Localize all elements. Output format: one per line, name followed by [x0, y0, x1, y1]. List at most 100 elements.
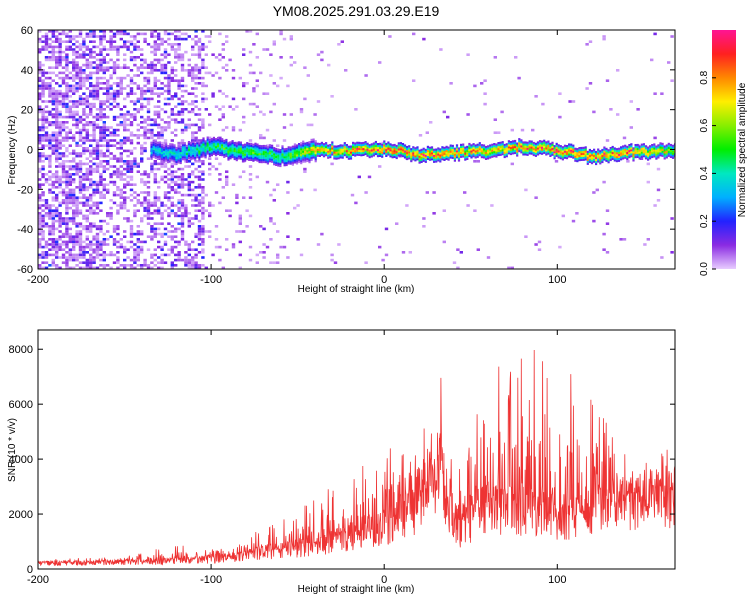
spectrogram-cell: [129, 89, 134, 93]
spectrogram-cell: [55, 147, 59, 150]
spectrogram-ridge-cell: [204, 148, 207, 151]
spectrogram-ridge-cell: [190, 152, 193, 155]
spectrogram-ridge-cell: [503, 147, 506, 151]
spectrogram-ridge-cell: [289, 162, 292, 165]
spectrogram-cell: [102, 139, 106, 142]
spectrogram-cell: [55, 123, 59, 127]
spectrogram-ridge-cell: [252, 147, 255, 150]
spectrogram-cell: [61, 253, 66, 257]
spectrogram-ridge-cell: [435, 150, 438, 153]
spectrogram-cell: [116, 212, 120, 215]
spectrogram-cell: [65, 102, 69, 106]
spectrogram-cell: [85, 199, 89, 202]
spectrogram-ridge-cell: [279, 158, 282, 162]
spectrogram-cell: [55, 266, 59, 269]
spectrogram-cell: [218, 32, 222, 36]
spectrogram-cell: [44, 157, 49, 160]
spectrogram-ridge-cell: [603, 154, 606, 157]
spectrogram-cell: [245, 225, 249, 228]
spectrogram-ridge-cell: [638, 153, 641, 156]
spectrogram-cell: [163, 227, 168, 231]
spectrogram-ridge-cell: [547, 144, 550, 147]
spectrogram-cell: [68, 76, 72, 80]
spectrogram-cell: [89, 178, 93, 181]
spectrogram-cell: [177, 82, 181, 85]
spectrogram-cell: [129, 165, 134, 168]
spectrogram-ridge-cell: [563, 152, 567, 155]
spectrogram-ridge-cell: [295, 154, 299, 157]
spectrogram-ridge-cell: [410, 150, 413, 153]
spectrogram-ridge-cell: [578, 157, 581, 160]
spectrogram-ridge-cell: [320, 147, 323, 150]
spectrogram-ridge-cell: [617, 151, 621, 154]
spectrogram-y-label: Frequency (Hz): [7, 116, 18, 185]
spectrogram-ridge-cell: [455, 148, 459, 151]
spectrogram-ridge-cell: [582, 152, 585, 155]
spectrogram-ridge-cell: [198, 154, 201, 157]
spectrogram-ridge-cell: [464, 152, 467, 155]
spectrogram-cell: [68, 128, 72, 132]
spectrogram-cell: [136, 170, 140, 173]
spectrogram-cell: [129, 225, 134, 228]
spectrogram-cell: [197, 76, 202, 80]
spectrogram-ridge-cell: [445, 151, 448, 154]
spectrogram-ridge-cell: [495, 151, 498, 154]
spectrogram-cell: [197, 48, 202, 51]
spectrogram-cell: [197, 113, 202, 116]
spectrogram-ridge-cell: [177, 149, 180, 152]
spectrogram-cell: [653, 32, 657, 36]
spectrogram-cell: [157, 196, 161, 199]
spectrogram-cell: [163, 196, 168, 199]
spectrogram-cell: [89, 170, 93, 173]
spectrogram-cell: [170, 188, 174, 192]
spectrogram-cell: [129, 162, 134, 166]
spectrogram-cell: [554, 160, 559, 163]
spectrogram-cell: [163, 175, 168, 179]
spectrogram-cell: [153, 118, 157, 121]
spectrogram-cell: [92, 170, 96, 173]
spectrogram-ridge-cell: [198, 158, 201, 161]
spectrogram-cell: [116, 188, 120, 192]
spectrogram-cell: [187, 173, 191, 176]
spectrogram-cell: [150, 212, 154, 215]
spectrogram-cell: [85, 201, 89, 205]
spectrogram-cell: [99, 175, 103, 179]
spectrogram-cell: [170, 204, 174, 207]
spectrogram-ridge-cell: [449, 152, 452, 155]
spectrogram-ridge-cell: [406, 157, 409, 161]
spectrogram-ridge-cell: [611, 151, 614, 155]
spectrogram-cell: [99, 201, 103, 205]
spectrogram-ridge-cell: [333, 157, 336, 160]
spectrogram-ridge-cell: [275, 147, 278, 151]
spectrogram-cell: [58, 191, 62, 194]
spectrogram-ridge-cell: [505, 143, 508, 146]
spectrogram-ridge-cell: [518, 146, 521, 149]
spectrogram-ridge-cell: [430, 154, 434, 157]
spectrogram-cell: [187, 92, 191, 95]
spectrogram-ridge-cell: [397, 154, 400, 157]
spectrogram-cell: [221, 128, 225, 132]
spectrogram-cell: [99, 248, 103, 251]
spectrogram-ridge-cell: [636, 147, 639, 151]
spectrogram-cell: [476, 248, 480, 251]
spectrogram-cell: [143, 105, 147, 108]
spectrogram-cell: [656, 199, 661, 202]
spectrogram-ridge-cell: [158, 157, 161, 160]
spectrogram-cell: [55, 251, 59, 254]
spectrogram-ridge-cell: [530, 142, 533, 145]
spectrogram-ridge-cell: [179, 159, 182, 163]
spectrogram-ridge-cell: [410, 160, 413, 163]
spectrogram-ridge-cell: [534, 152, 537, 155]
spectrogram-cell: [136, 110, 140, 114]
spectrogram-ridge-cell: [181, 154, 184, 157]
spectrogram-cell: [143, 201, 147, 205]
spectrogram-cell: [605, 209, 610, 212]
spectrogram-cell: [248, 173, 253, 176]
spectrogram-ridge-cell: [235, 153, 238, 156]
spectrogram-cell: [58, 201, 62, 205]
spectrogram-ridge-cell: [565, 151, 569, 154]
spectrogram-cell: [55, 253, 59, 257]
spectrogram-ridge-cell: [293, 149, 296, 152]
spectrogram-cell: [51, 48, 55, 51]
spectrogram-cell: [180, 63, 185, 67]
